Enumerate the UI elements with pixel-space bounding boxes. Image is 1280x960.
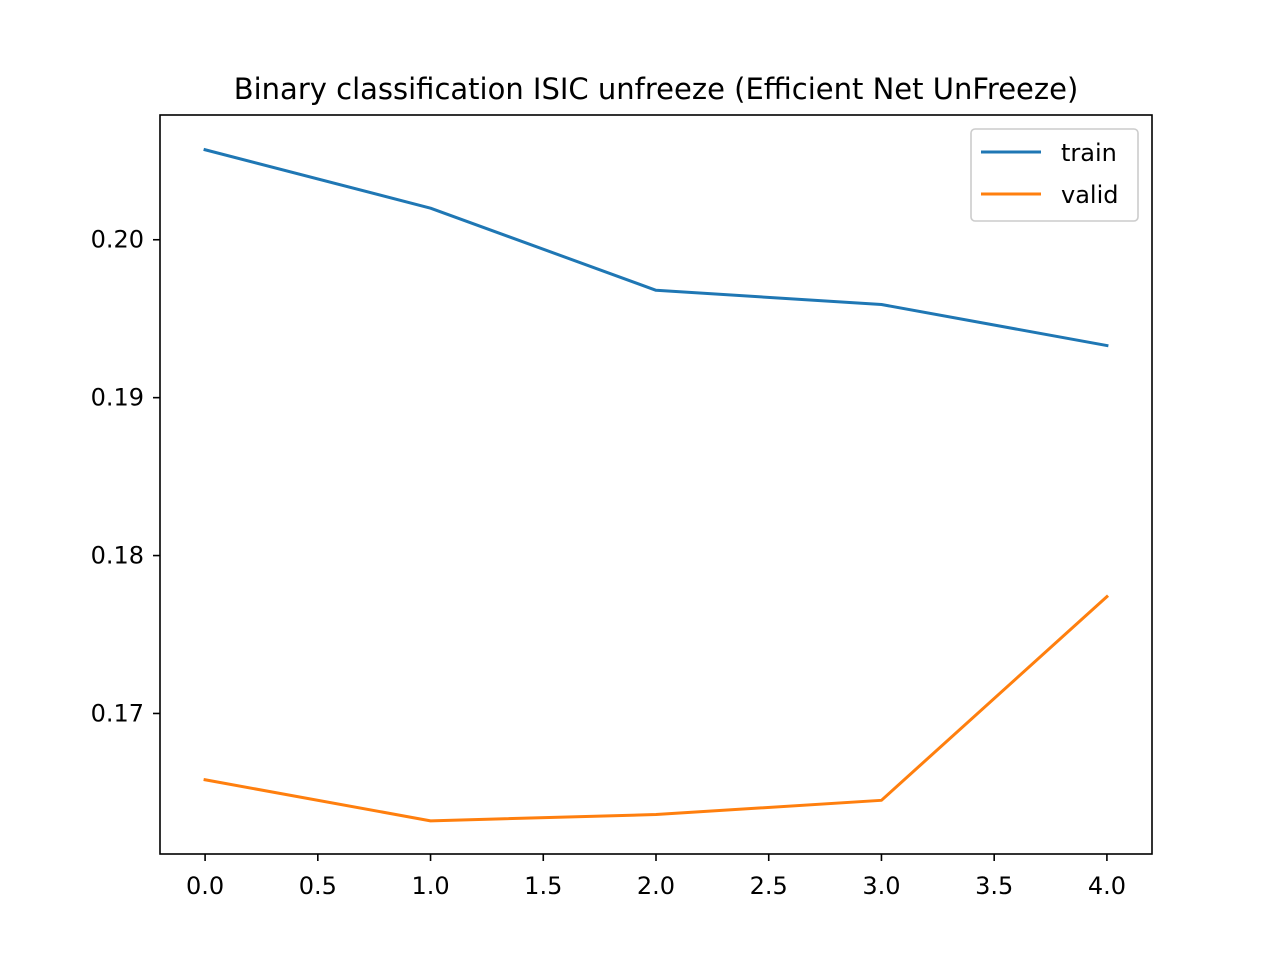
x-tick-label: 0.0 <box>186 872 224 900</box>
series-layer <box>203 147 1110 823</box>
legend-label-valid: valid <box>1061 181 1118 209</box>
x-tick-label: 2.0 <box>637 872 675 900</box>
x-tick-label: 1.5 <box>524 872 562 900</box>
legend: train valid <box>970 128 1139 222</box>
series-line-train <box>203 147 1109 348</box>
x-axis: 0.0 0.5 1.0 1.5 2.0 2.5 3.0 3.5 4.0 <box>186 854 1126 900</box>
y-tick-label: 0.20 <box>91 226 144 254</box>
y-tick-label: 0.18 <box>91 542 144 570</box>
x-tick-label: 0.5 <box>299 872 337 900</box>
series-line-valid <box>203 594 1110 823</box>
plot-area <box>159 114 1153 855</box>
x-tick-label: 3.5 <box>975 872 1013 900</box>
y-axis: 0.17 0.18 0.19 0.20 <box>91 226 160 727</box>
plot-frame <box>159 114 1153 855</box>
x-tick-label: 3.0 <box>862 872 900 900</box>
x-tick-label: 2.5 <box>750 872 788 900</box>
y-tick-label: 0.17 <box>91 699 144 727</box>
legend-label-train: train <box>1061 139 1117 167</box>
x-tick-label: 4.0 <box>1088 872 1126 900</box>
chart-title: Binary classification ISIC unfreeze (Eff… <box>234 72 1079 106</box>
y-tick-label: 0.19 <box>91 384 144 412</box>
x-tick-label: 1.0 <box>411 872 449 900</box>
